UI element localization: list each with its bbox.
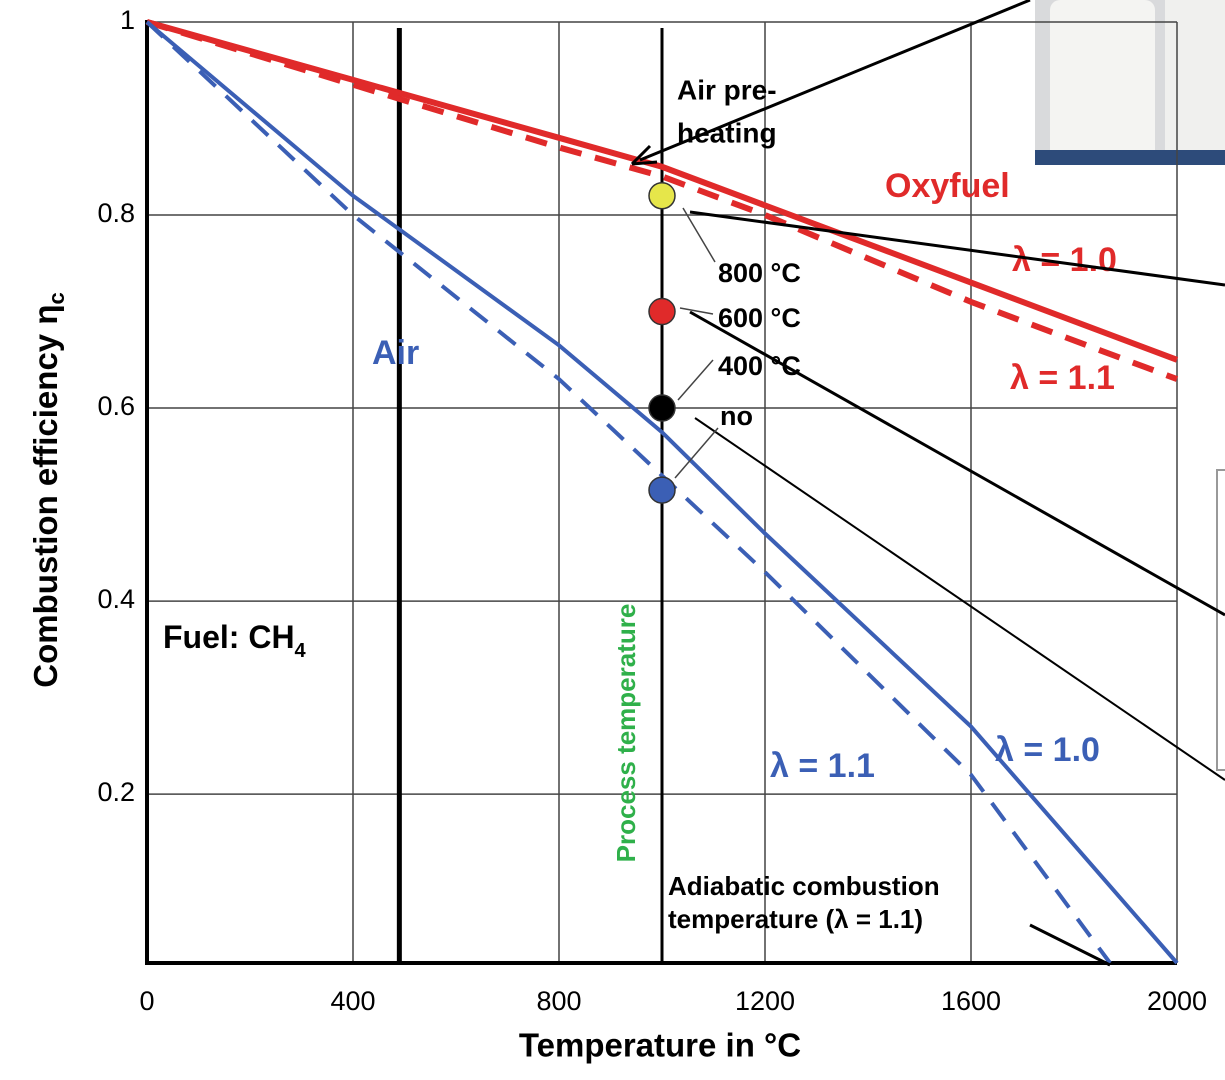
series-label: λ = 1.1: [1010, 359, 1115, 397]
y-axis-title-main: Combustion efficiency η: [27, 305, 64, 688]
y-tick-label: 0.4: [97, 584, 135, 614]
y-tick-label: 0.2: [97, 777, 135, 807]
leader-line: [680, 308, 713, 314]
y-axis-title-sub: c: [44, 292, 69, 304]
x-tick-label: 0: [139, 986, 154, 1016]
photo-base: [1035, 150, 1225, 165]
annotation: temperature (λ = 1.1): [668, 904, 923, 934]
series-label: λ = 1.1: [770, 747, 875, 785]
process-label: Process temperature: [611, 604, 641, 863]
series-label: λ = 1.0: [995, 731, 1100, 769]
point: [649, 477, 675, 503]
fuel-label: Fuel: CH4: [163, 619, 307, 662]
group-label: Air: [372, 334, 419, 372]
fuel-text: Fuel: CH: [163, 619, 295, 655]
x-tick-label: 1600: [941, 986, 1001, 1016]
connector-line: [695, 418, 1225, 780]
annotation: Air pre-: [677, 74, 777, 105]
group-label: Oxyfuel: [885, 167, 1010, 205]
point-label: 600 °C: [718, 303, 801, 333]
y-tick-label: 1: [120, 5, 135, 35]
fuel-sub: 4: [295, 640, 307, 662]
point-label: no: [720, 401, 753, 431]
point-label: 400 °C: [718, 351, 801, 381]
x-axis-title: Temperature in °C: [519, 1027, 801, 1064]
leader-line: [678, 360, 713, 400]
x-tick-label: 2000: [1147, 986, 1207, 1016]
x-tick-label: 1200: [735, 986, 795, 1016]
side-panel: [1217, 470, 1225, 770]
annotation: heating: [677, 117, 777, 148]
x-tick-label: 400: [330, 986, 375, 1016]
photo-object: [1050, 0, 1155, 160]
photo-object: [1165, 0, 1225, 160]
x-tick-label: 800: [536, 986, 581, 1016]
annotation: Adiabatic combustion: [668, 871, 940, 901]
point: [649, 395, 675, 421]
y-tick-label: 0.6: [97, 391, 135, 421]
y-axis-title: Combustion efficiency ηc: [27, 292, 69, 687]
y-tick-label: 0.8: [97, 198, 135, 228]
point: [649, 299, 675, 325]
chart: Temperature in °C Combustion efficiency …: [0, 0, 1225, 1080]
leader-line: [1030, 925, 1110, 965]
point-label: 800 °C: [718, 258, 801, 288]
series-label: λ = 1.0: [1012, 241, 1117, 279]
point: [649, 183, 675, 209]
